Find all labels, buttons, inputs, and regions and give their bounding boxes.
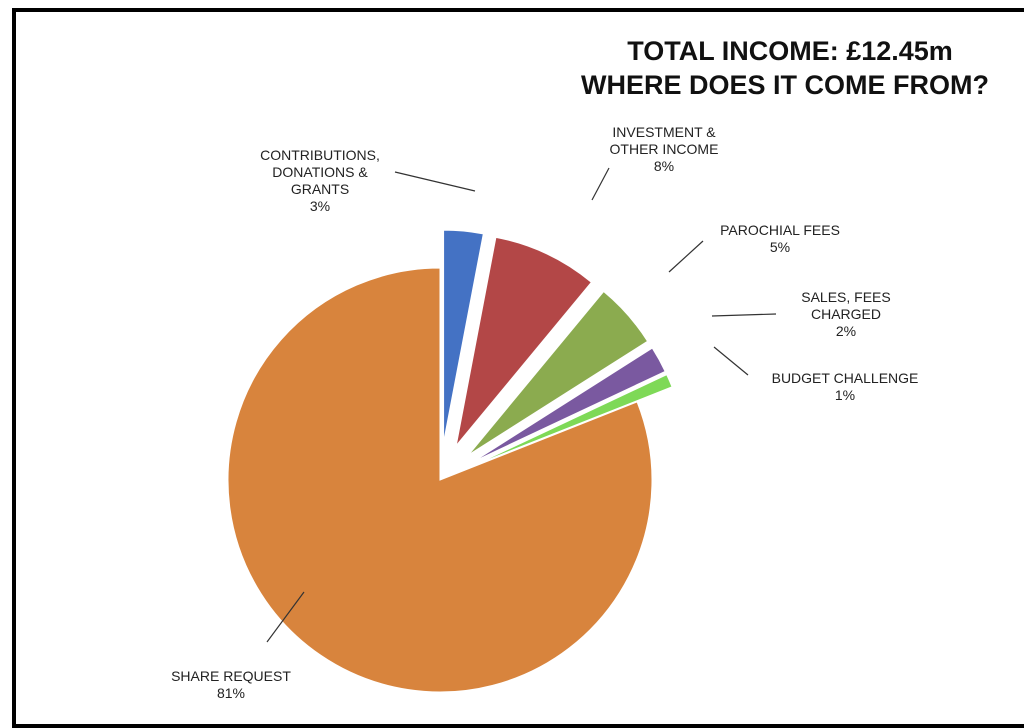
data-label-budget: BUDGET CHALLENGE 1% <box>772 370 919 403</box>
leader-line-investment <box>591 167 610 201</box>
leader-line-contributions <box>394 171 476 192</box>
data-label-parochial: PAROCHIAL FEES 5% <box>720 222 840 255</box>
data-label-investment: INVESTMENT & OTHER INCOME 8% <box>610 124 719 174</box>
chart-subtitle: WHERE DOES IT COME FROM? <box>581 70 989 100</box>
pie-chart: TOTAL INCOME: £12.45m WHERE DOES IT COME… <box>171 36 989 701</box>
slice-budget <box>474 373 673 466</box>
chart-title: TOTAL INCOME: £12.45m <box>627 36 953 66</box>
slice-share <box>227 267 653 693</box>
pie-labels: CONTRIBUTIONS, DONATIONS & GRANTS 3% INVESTM… <box>171 124 918 701</box>
slice-parochial <box>468 290 649 456</box>
data-label-share: SHARE REQUEST 81% <box>171 668 291 701</box>
data-label-contributions: CONTRIBUTIONS, DONATIONS & GRANTS 3% <box>260 147 380 214</box>
slice-sales <box>473 347 666 463</box>
leader-line-parochial <box>668 240 704 273</box>
slice-investment <box>455 236 593 446</box>
slice-contributions <box>443 229 484 443</box>
data-label-sales: SALES, FEES CHARGED 2% <box>801 289 890 339</box>
leader-line-budget <box>713 346 749 376</box>
leader-line-share <box>266 591 305 643</box>
leader-line-sales <box>711 313 777 317</box>
pie-slices <box>227 229 673 693</box>
